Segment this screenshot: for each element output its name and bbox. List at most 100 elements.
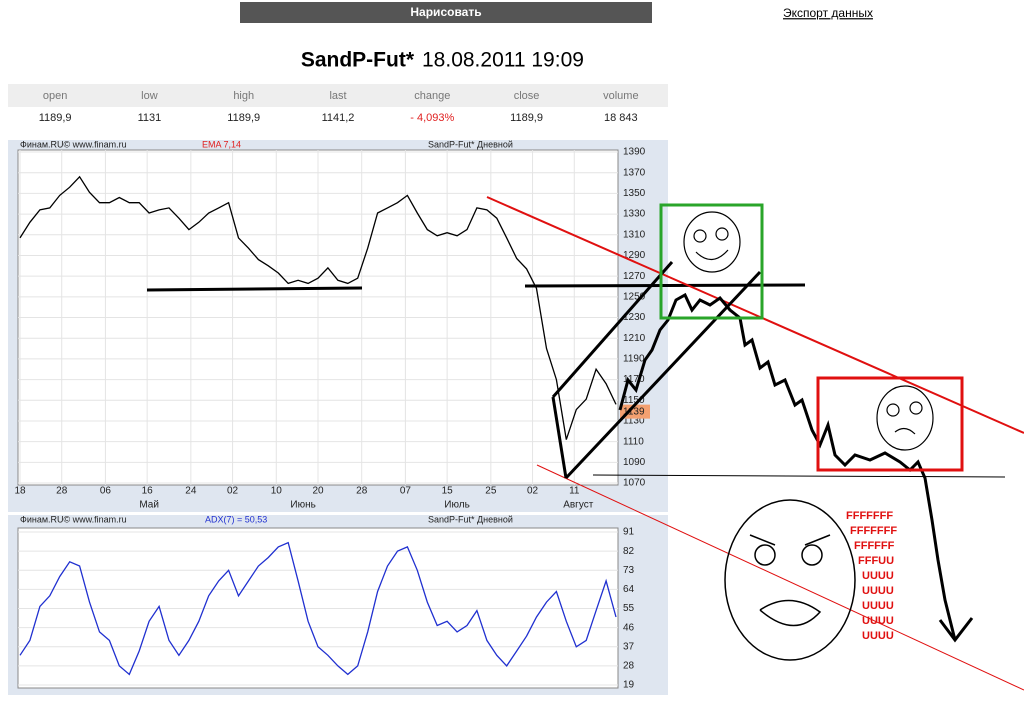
x-tick-label: 07: [400, 486, 412, 497]
y-tick-label: 1150: [623, 395, 645, 406]
rage-line: FFFUU: [858, 555, 894, 567]
support-line: [146, 286, 363, 292]
x-tick-label: 16: [142, 486, 154, 497]
resistance-line: [524, 283, 806, 288]
y-tick-label: 1330: [623, 209, 646, 220]
table-header-bg: [8, 84, 668, 107]
rage-line: UUUU: [862, 570, 894, 582]
y-tick-label: 19: [623, 680, 635, 691]
face-happy: [683, 211, 741, 273]
column-header: last: [329, 90, 346, 102]
y-tick-label: 73: [623, 565, 635, 576]
y-tick-label: 64: [623, 584, 635, 595]
price-line: [19, 541, 617, 676]
y-tick-label: 1170: [623, 374, 645, 385]
x-tick-label: 10: [271, 486, 283, 497]
lower-trend-line: [536, 464, 1024, 691]
y-tick-label: 1250: [623, 291, 646, 302]
cell: 1131: [138, 112, 162, 124]
downtrend-line: [486, 196, 1024, 434]
ticker-title: SandP-Fut*: [301, 49, 415, 72]
column-header: high: [233, 90, 254, 102]
y-tick-label: 1210: [623, 333, 646, 344]
y-tick-label: 1390: [623, 147, 646, 158]
face-worried: [876, 385, 934, 451]
hope-box: [659, 203, 764, 320]
y-tick-label: 1230: [623, 312, 646, 323]
y-tick-label: 1070: [623, 478, 646, 489]
cell: 1189,9: [227, 112, 260, 124]
x-tick-label: 02: [527, 486, 539, 497]
datetime: 18.08.2011 19:09: [422, 49, 584, 72]
y-tick-label: 1090: [623, 457, 646, 468]
x-tick-label: 28: [356, 486, 368, 497]
chart-source: Финам.RU© www.finam.ru: [20, 514, 127, 524]
x-tick-label: 06: [100, 486, 112, 497]
x-tick-label: 02: [227, 486, 239, 497]
cell: 1189,9: [510, 112, 543, 124]
channel-upper: [551, 261, 674, 398]
y-tick-label: 1310: [623, 229, 646, 240]
y-tick-label: 82: [623, 546, 635, 557]
indicator-label: EMA 7,14: [202, 139, 241, 149]
y-tick-label: 1130: [623, 416, 645, 427]
rage-line: UUUU: [862, 585, 894, 597]
price-line: [19, 175, 617, 440]
face-rage: [724, 499, 856, 661]
x-tick-label: 11: [569, 486, 580, 497]
chart-title: SandP-Fut* Дневной: [428, 514, 513, 524]
y-tick-label: 37: [623, 641, 635, 652]
cell: 1141,2: [322, 112, 355, 124]
last-price-label: 1139: [623, 406, 645, 417]
column-header: low: [141, 90, 158, 102]
y-tick-label: 46: [623, 622, 635, 633]
column-header: open: [43, 90, 67, 102]
rage-line: FFFFFFF: [846, 510, 893, 522]
indicator-label: ADX(7) = 50,53: [205, 514, 267, 524]
rage-line: FFFFFFF: [850, 525, 897, 537]
y-tick-label: 1350: [623, 188, 646, 199]
draw-button[interactable]: [240, 2, 652, 23]
quote-table: open 1189,9 low 1131 high 1189,9 last 1141,2 cha…: [39, 90, 639, 124]
column-header: close: [514, 90, 540, 102]
cell: 18 843: [604, 112, 638, 124]
chart-title: SandP-Fut* Дневной: [428, 139, 513, 149]
forecast-path: [618, 292, 974, 643]
x-tick-label: 20: [312, 486, 324, 497]
panic-box: [816, 376, 964, 472]
rage-line: UUUU: [862, 630, 894, 642]
cell: 1189,9: [39, 112, 72, 124]
column-header: change: [414, 90, 450, 102]
month-label: Май: [139, 500, 159, 511]
floor-line: [592, 474, 1006, 478]
y-tick-label: 28: [623, 661, 635, 672]
rage-line: UUUU: [862, 600, 894, 612]
x-tick-label: 24: [185, 486, 197, 497]
y-tick-label: 1370: [623, 167, 646, 178]
rage-text: FFFFFFFFFFFFFFFFFFFFFFFUUUUUUUUUUUUUUUUU…: [846, 510, 897, 642]
y-tick-label: 1190: [623, 354, 645, 365]
charts: Финам.RU© www.finam.ru EMA 7,14 SandP-Fut*…: [8, 139, 668, 695]
rage-line: UUUU: [862, 615, 894, 627]
x-tick-label: 25: [485, 486, 497, 497]
x-tick-label: 15: [442, 486, 454, 497]
draw-button-label[interactable]: Нарисовать: [410, 5, 481, 19]
x-tick-label: 18: [14, 486, 26, 497]
month-label: Июль: [444, 500, 470, 511]
x-tick-label: 28: [56, 486, 68, 497]
month-label: Июнь: [290, 500, 315, 511]
y-tick-label: 1270: [623, 271, 646, 282]
cell: - 4,093%: [410, 112, 454, 124]
channel-edge: [551, 396, 568, 479]
rage-line: FFFFFF: [854, 540, 895, 552]
last-price-tag: [620, 404, 650, 419]
y-tick-label: 1110: [623, 436, 644, 447]
export-link[interactable]: Экспорт данных: [783, 6, 873, 20]
y-tick-label: 55: [623, 603, 635, 614]
y-tick-label: 1290: [623, 250, 646, 261]
y-tick-label: 91: [623, 527, 635, 538]
chart-source: Финам.RU© www.finam.ru: [20, 139, 127, 149]
column-header: volume: [603, 90, 638, 102]
month-label: Август: [563, 500, 594, 511]
